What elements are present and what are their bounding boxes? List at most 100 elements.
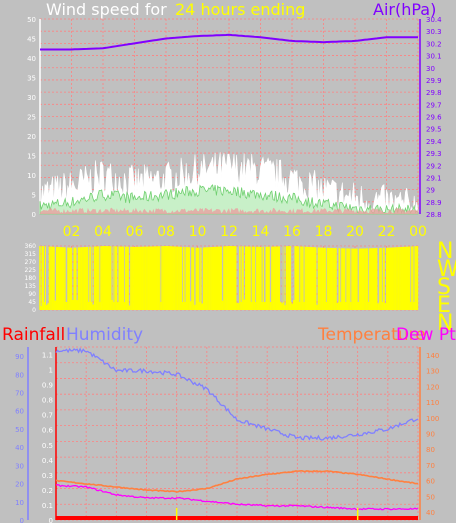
direction-bar [204,247,206,310]
humidity-line [55,347,419,441]
direction-bar [181,246,183,310]
direction-bar [172,246,174,310]
direction-bar [70,247,73,310]
rainfall-y-tick-label: 0.6 [42,427,54,435]
rainfall-y-tick-label: 1 [49,367,53,375]
direction-bar [226,246,228,310]
pressure-y-tick-label: 29.7 [426,101,442,109]
wind-y-tick-label: 20 [27,133,36,141]
direction-bar [399,247,401,310]
direction-bar [271,246,273,310]
temperature-y-tick-label: 40 [426,509,435,517]
direction-bar [182,246,185,310]
direction-bar [153,246,156,310]
direction-bar [160,246,163,310]
rainfall-y-tick-label: 0 [49,517,53,523]
direction-bar [208,247,211,310]
direction-bar [42,246,45,310]
direction-bar [234,246,237,310]
direction-y-tick-label: 180 [25,275,37,282]
direction-bar [54,300,57,310]
direction-gap [47,246,48,302]
direction-bar [169,246,172,310]
direction-bar [69,247,71,310]
direction-bar [233,246,236,310]
direction-bar [380,247,382,310]
time-x-tick-label: 12 [220,224,238,240]
direction-bar [362,248,365,310]
direction-bar [239,246,241,310]
direction-bar [230,246,233,310]
direction-bar [410,246,413,310]
direction-bar [268,246,270,310]
direction-bar [80,247,83,310]
direction-bar [138,246,141,310]
direction-bar [143,246,145,310]
direction-bar [266,246,269,310]
direction-bar [374,248,377,310]
direction-gap [357,246,359,302]
direction-bar [323,247,326,310]
direction-bar [258,246,260,310]
direction-gap [261,246,263,302]
direction-gap [340,246,342,302]
direction-bar [133,246,135,310]
direction-bar [189,301,192,310]
direction-bar [406,246,409,310]
direction-bar [151,246,154,310]
direction-bar [79,247,81,310]
direction-gap [378,246,380,302]
direction-bar [388,247,391,310]
direction-bar [58,247,61,310]
direction-bar [324,247,327,310]
lower-legend: Rainfall Humidity Temperature Dew Pt [2,325,456,345]
direction-bar [351,248,353,310]
direction-bar [55,246,58,310]
direction-bar [170,246,173,310]
direction-bar [335,248,337,310]
direction-gap [270,246,272,302]
direction-bar [102,246,105,310]
direction-bar [288,246,291,310]
direction-bar [144,246,147,310]
direction-gap [337,246,339,302]
pressure-y-tick-label: 29 [426,187,435,195]
direction-bar [281,303,283,310]
legend-rainfall: Rainfall [2,325,65,345]
direction-bar [407,246,410,310]
direction-bar [111,299,113,310]
direction-bar [354,248,356,310]
direction-bar [247,246,250,310]
humidity-y-tick-label: 90 [15,353,24,361]
pressure-y-tick-label: 30.3 [426,28,442,36]
compass-s: S [437,275,451,300]
direction-bar [51,246,54,310]
direction-gap [413,246,415,302]
compass-labels: N W S E N [437,239,456,336]
humidity-y-tick-label: 60 [15,408,24,416]
direction-bar [242,246,244,310]
direction-gap [269,246,271,302]
direction-bar [316,304,318,310]
direction-bar [342,248,345,310]
direction-bar [301,246,304,310]
direction-bar [317,247,320,310]
direction-bar [372,248,375,310]
direction-bar [377,303,379,310]
direction-bar [262,246,265,310]
time-x-tick-label: 08 [157,224,175,240]
direction-bar [275,246,278,310]
direction-bar [223,246,225,310]
direction-gap [99,246,101,302]
legend-temperature: Temperature [317,325,426,345]
direction-bar [416,246,419,310]
direction-bar [163,246,166,310]
direction-bar [53,246,55,310]
direction-bar [352,248,355,310]
compass-w: W [437,257,456,282]
legend-dewpoint: Dew Pt [396,325,456,345]
direction-bar [178,246,180,310]
direction-y-tick-label: 0 [32,307,36,314]
direction-bar [127,246,129,310]
direction-bar [157,246,160,310]
